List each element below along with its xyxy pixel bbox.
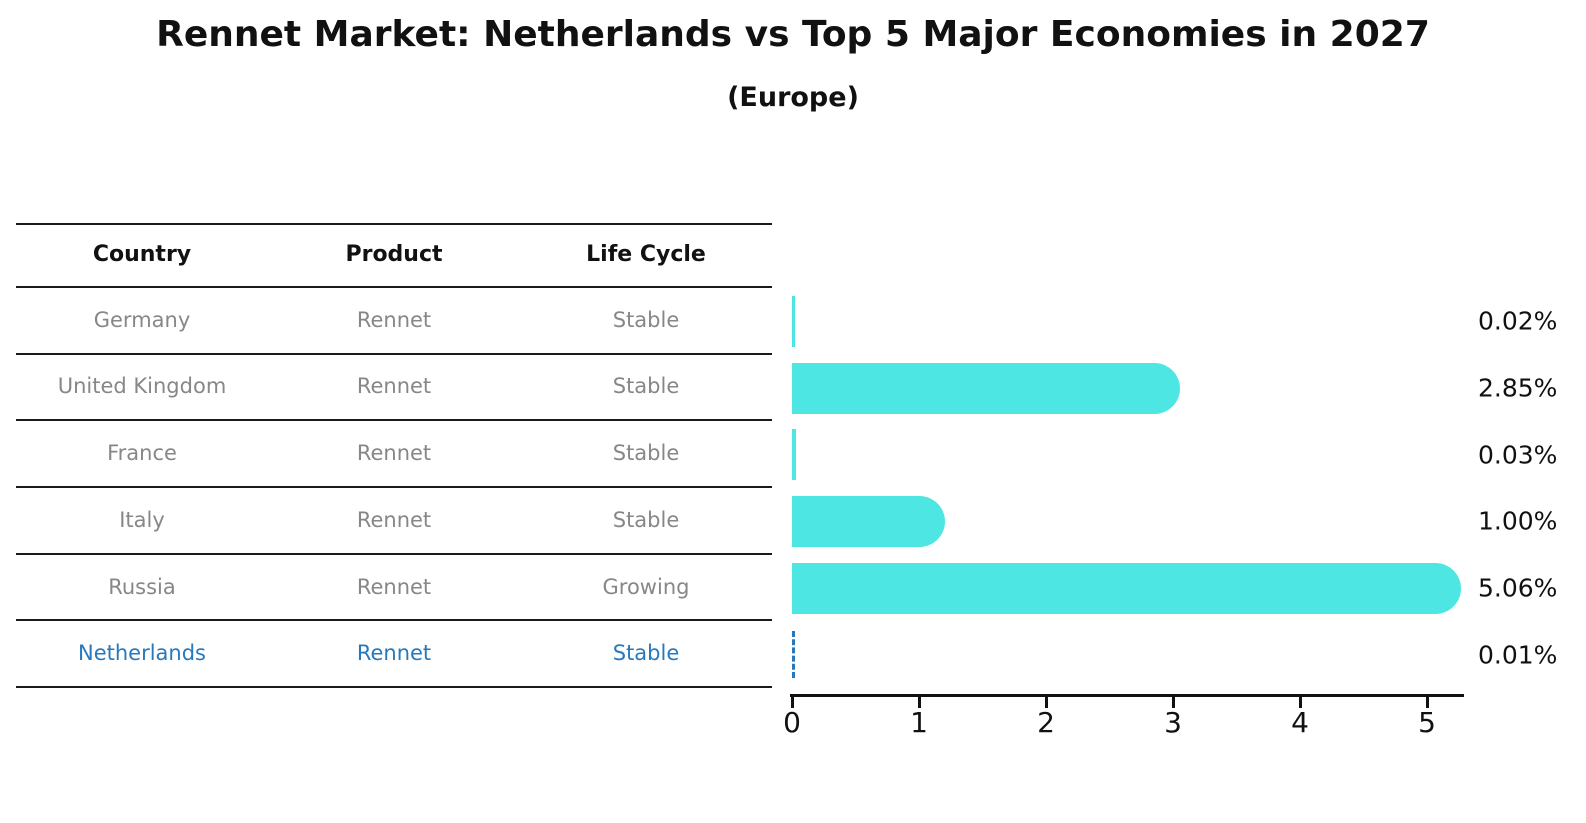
table-row-united-kingdom: United Kingdom Rennet Stable xyxy=(16,355,772,422)
x-axis-tick xyxy=(1044,697,1048,708)
value-label-italy: 1.00% xyxy=(1478,506,1558,536)
col-header-country: Country xyxy=(92,242,192,268)
lifecycle-cell: Stable xyxy=(612,441,680,466)
bar-netherlands xyxy=(792,631,795,679)
x-axis-tick-label: 4 xyxy=(1291,706,1309,739)
product-cell: Rennet xyxy=(356,307,432,332)
lifecycle-cell: Growing xyxy=(602,574,690,599)
country-cell: Netherlands xyxy=(77,641,206,666)
table-row-netherlands: Netherlands Rennet Stable xyxy=(16,621,772,689)
bar-france xyxy=(792,429,796,481)
x-axis-tick-label: 5 xyxy=(1418,706,1436,739)
country-cell: France xyxy=(107,441,177,466)
x-axis-tick-label: 1 xyxy=(910,706,928,739)
x-axis-tick-label: 3 xyxy=(1164,706,1182,739)
x-axis-line xyxy=(790,694,1464,697)
value-label-germany: 0.02% xyxy=(1478,306,1558,336)
bar-germany xyxy=(792,295,795,347)
x-axis-tick xyxy=(917,697,921,708)
lifecycle-cell: Stable xyxy=(612,374,680,399)
bar-italy xyxy=(792,495,945,547)
table-row-germany: Germany Rennet Stable xyxy=(16,288,772,355)
value-label-netherlands: 0.01% xyxy=(1478,640,1558,670)
table-row-russia: Russia Rennet Growing xyxy=(16,555,772,622)
x-axis-tick-label: 2 xyxy=(1037,706,1055,739)
x-axis-tick xyxy=(1171,697,1175,708)
country-cell: Italy xyxy=(119,507,165,532)
value-label-united-kingdom: 2.85% xyxy=(1478,373,1558,403)
value-label-france: 0.03% xyxy=(1478,440,1558,470)
product-cell: Rennet xyxy=(356,507,432,532)
country-cell: Germany xyxy=(93,307,191,332)
table-header-row: Country Product Life Cycle xyxy=(16,223,772,288)
bar-russia xyxy=(792,562,1461,614)
col-header-lifecycle: Life Cycle xyxy=(586,242,706,268)
country-cell: Russia xyxy=(108,574,176,599)
product-cell: Rennet xyxy=(356,441,432,466)
lifecycle-cell: Stable xyxy=(612,507,680,532)
x-axis-tick-label: 0 xyxy=(783,706,801,739)
chart-subtitle: (Europe) xyxy=(727,82,859,113)
lifecycle-cell: Stable xyxy=(612,641,680,666)
col-header-product: Product xyxy=(345,242,443,268)
bar-united-kingdom xyxy=(792,362,1180,414)
x-axis-tick xyxy=(790,697,794,708)
table-row-italy: Italy Rennet Stable xyxy=(16,488,772,555)
chart-title: Rennet Market: Netherlands vs Top 5 Majo… xyxy=(156,14,1430,55)
country-cell: United Kingdom xyxy=(57,374,227,399)
product-cell: Rennet xyxy=(356,574,432,599)
country-table: Country Product Life Cycle Germany Renne… xyxy=(16,223,772,689)
table-row-france: France Rennet Stable xyxy=(16,421,772,489)
x-axis-tick xyxy=(1425,697,1429,708)
product-cell: Rennet xyxy=(356,641,432,666)
product-cell: Rennet xyxy=(356,374,432,399)
value-label-russia: 5.06% xyxy=(1478,573,1558,603)
lifecycle-cell: Stable xyxy=(612,307,680,332)
x-axis-tick xyxy=(1298,697,1302,708)
